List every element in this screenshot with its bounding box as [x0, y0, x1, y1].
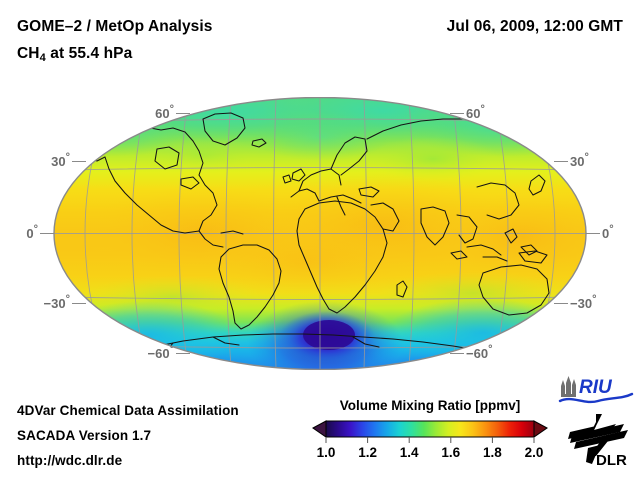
- colorbar-tick-1: 1.2: [358, 445, 377, 460]
- lat-label-right-30n: 30°: [570, 151, 589, 169]
- lat-label-left-30s: −30°: [43, 293, 70, 311]
- degree-symbol: °: [592, 293, 597, 306]
- colorbar-tick-2: 1.4: [399, 445, 419, 460]
- colorbar-ticks: [325, 437, 535, 443]
- species-subscript: 4: [39, 52, 46, 64]
- lat-tick-right-30s: [554, 303, 568, 304]
- lat-label-right-0: 0°: [602, 223, 614, 241]
- degree-symbol: °: [488, 343, 493, 356]
- degree-symbol: °: [33, 223, 38, 236]
- riu-wordmark: RIU: [579, 377, 613, 398]
- riu-tower-icon: [561, 376, 576, 397]
- colorbar-tick-5: 2.0: [524, 445, 544, 460]
- colorbar-over-arrow: [533, 420, 548, 438]
- colorbar-gradient: [310, 418, 550, 446]
- globe-outline: [53, 97, 587, 370]
- lat-label-left-0: 0°: [26, 223, 38, 241]
- colorbar-tick-4: 1.8: [483, 445, 502, 460]
- coastlines: [88, 112, 574, 364]
- lat-label-left-60s: −60°: [147, 343, 174, 361]
- dlr-logo-svg: DLR: [568, 414, 628, 469]
- methane-field-plot: [53, 97, 587, 370]
- lat-tick-left-30n: [72, 161, 86, 162]
- lat-tick-right-60s: [450, 353, 464, 354]
- riu-logo-svg: RIU: [558, 376, 634, 404]
- colorbar-svg: [312, 420, 548, 443]
- riu-swoosh-icon: [558, 392, 634, 404]
- timestamp-label: Jul 06, 2009, 12:00 GMT: [446, 18, 623, 35]
- footer-line-method: 4DVar Chemical Data Assimilation: [17, 403, 239, 418]
- degree-symbol: °: [584, 151, 589, 164]
- degree-symbol: °: [65, 293, 70, 306]
- pressure-level-label: at 55.4 hPa: [45, 45, 133, 62]
- dlr-wordmark: DLR: [596, 452, 627, 468]
- map-data-layer: [54, 97, 586, 370]
- dlr-logo: DLR: [566, 412, 634, 469]
- lat-label-left-30n: 30°: [51, 151, 70, 169]
- colorbar-under-arrow: [312, 420, 327, 438]
- colorbar-tick-3: 1.6: [441, 445, 461, 460]
- footer-line-version: SACADA Version 1.7: [17, 428, 152, 443]
- footer-line-url[interactable]: http://wdc.dlr.de: [17, 453, 123, 468]
- colorbar-tick-0: 1.0: [316, 445, 336, 460]
- riu-logo: RIU: [558, 374, 634, 406]
- lat-tick-right-60n: [450, 113, 464, 114]
- colorbar: Volume Mixing Ratio [ppmv] 1.0: [310, 398, 550, 473]
- lat-label-right-60s: −60°: [466, 343, 493, 361]
- degree-symbol: °: [609, 223, 614, 236]
- map-svg: [53, 97, 587, 370]
- dlr-mark-icon: [568, 414, 628, 464]
- degree-symbol: °: [65, 151, 70, 164]
- species-label: CH: [17, 45, 40, 62]
- lat-tick-left-0: [40, 233, 56, 234]
- page-title: GOME–2 / MetOp Analysis: [17, 18, 213, 35]
- colorbar-title: Volume Mixing Ratio [ppmv]: [339, 398, 521, 413]
- lat-tick-left-30s: [72, 303, 86, 304]
- lat-tick-right-0: [584, 233, 600, 234]
- lat-label-left-60n: 60°: [155, 103, 174, 121]
- page-subtitle: CH4 at 55.4 hPa: [17, 45, 133, 64]
- lat-tick-right-30n: [554, 161, 568, 162]
- degree-symbol: °: [169, 343, 174, 356]
- colorbar-tick-labels: 1.0 1.2 1.4 1.6 1.8 2.0: [310, 445, 550, 465]
- lat-tick-left-60s: [176, 353, 190, 354]
- degree-symbol: °: [169, 103, 174, 116]
- degree-symbol: °: [480, 103, 485, 116]
- lat-label-right-30s: −30°: [570, 293, 597, 311]
- lat-label-right-60n: 60°: [466, 103, 485, 121]
- colorbar-bar: [325, 420, 535, 438]
- lat-tick-left-60n: [176, 113, 190, 114]
- map-container: 60° 30° 0° −30° −60° 60° 30° 0° −30° −60…: [0, 88, 640, 388]
